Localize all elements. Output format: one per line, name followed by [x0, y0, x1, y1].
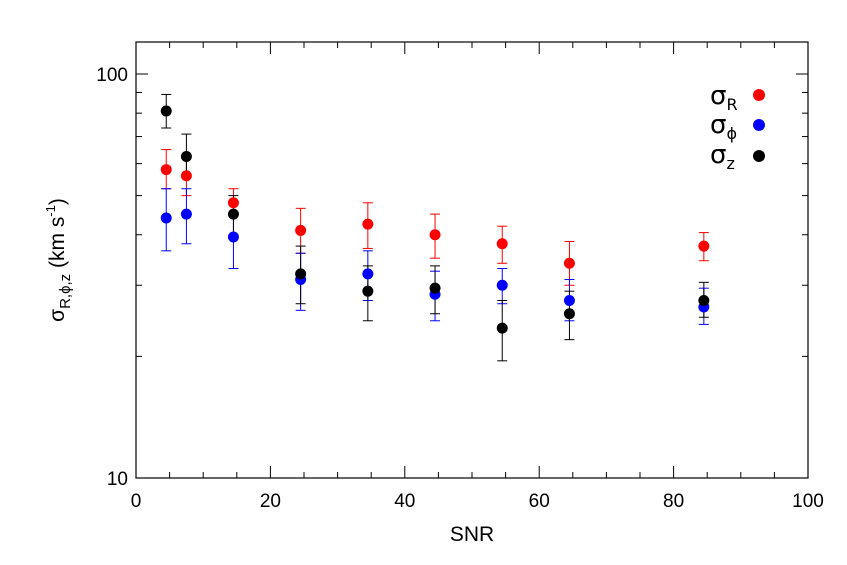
legend-symbol: σ: [710, 110, 726, 140]
x-tick-labels: 0 20 40 60 80 100: [131, 491, 824, 512]
data-point-sigma-phi: [496, 279, 508, 291]
data-point-sigma-z: [496, 322, 508, 334]
legend-label-sigma-z: σz: [710, 140, 735, 173]
x-tick-label: 100: [792, 491, 824, 512]
data-point-sigma-z: [160, 105, 172, 117]
legend-marker-sigma-r: [753, 89, 765, 101]
data-point-sigma-z: [180, 150, 192, 162]
data-point-sigma-z: [429, 282, 441, 294]
data-point-sigma-z: [227, 208, 239, 220]
legend-entry-sigma-r: σR: [710, 81, 765, 114]
x-tick-label: 0: [131, 491, 142, 512]
y-axis-subscript: R,ϕ,z: [57, 274, 74, 309]
x-tick-label: 20: [260, 491, 281, 512]
y-axis-unit-sup: -1: [43, 205, 58, 217]
legend-subscript: R: [726, 95, 737, 114]
data-point-sigma-z: [362, 285, 374, 297]
legend-symbol: σ: [710, 81, 726, 111]
y-axis-title: σR,ϕ,z (km s-1): [43, 198, 74, 322]
x-tick-label: 60: [529, 491, 550, 512]
x-axis-title: SNR: [450, 523, 494, 546]
y-tick-labels: 10 100: [96, 65, 128, 490]
legend-marker-sigma-z: [753, 150, 765, 162]
y-axis-unit-open: (km s: [46, 217, 69, 274]
data-point-sigma-z: [698, 295, 710, 307]
legend-label-sigma-r: σR: [710, 81, 738, 114]
legend-entry-sigma-phi: σϕ: [710, 110, 765, 143]
axis-ticks: [135, 42, 809, 479]
data-points: [160, 105, 710, 334]
data-point-sigma-r: [160, 164, 172, 176]
y-axis-unit-close: ): [46, 198, 69, 205]
data-point-sigma-r: [295, 224, 307, 236]
data-point-sigma-r: [429, 229, 441, 241]
legend-subscript: z: [726, 154, 734, 173]
plot-frame: [135, 41, 809, 479]
data-point-sigma-r: [698, 240, 710, 252]
data-point-sigma-phi: [160, 212, 172, 224]
legend-marker-sigma-phi: [753, 119, 765, 131]
data-point-sigma-phi: [227, 231, 239, 243]
legend: σR σϕ σz: [710, 81, 765, 173]
x-tick-label: 40: [394, 491, 415, 512]
legend-entry-sigma-z: σz: [710, 140, 765, 173]
y-axis-symbol: σ: [46, 309, 69, 322]
legend-label-sigma-phi: σϕ: [710, 110, 737, 143]
data-point-sigma-r: [563, 257, 575, 269]
data-point-sigma-z: [295, 268, 307, 280]
x-tick-label: 80: [663, 491, 684, 512]
data-point-sigma-phi: [180, 208, 192, 220]
error-bars: [161, 93, 709, 362]
legend-symbol: σ: [710, 140, 726, 170]
data-point-sigma-r: [362, 218, 374, 230]
data-point-sigma-phi: [362, 268, 374, 280]
y-tick-label: 10: [107, 469, 128, 490]
data-point-sigma-r: [180, 170, 192, 182]
data-point-sigma-r: [496, 238, 508, 250]
data-point-sigma-phi: [563, 295, 575, 307]
y-tick-label: 100: [96, 65, 128, 86]
data-point-sigma-r: [227, 197, 239, 209]
data-point-sigma-z: [563, 308, 575, 320]
legend-subscript: ϕ: [726, 124, 737, 143]
